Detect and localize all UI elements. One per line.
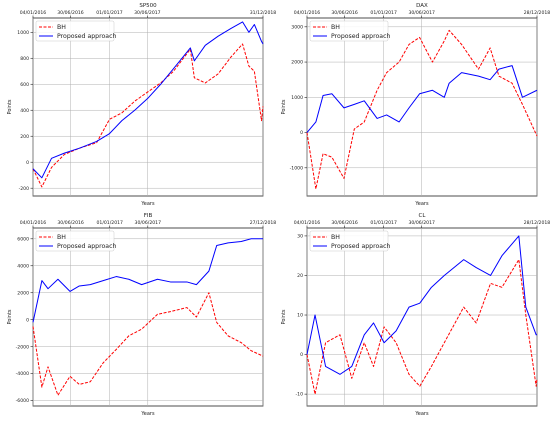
y-tick-label: -2000: [16, 344, 29, 350]
chart-title: FIB: [144, 213, 153, 219]
series-line-bh: [306, 29, 538, 190]
plot-frame: [32, 17, 264, 197]
x-tick-label: 01/01/2017: [370, 220, 397, 226]
legend: BH Proposed approach: [309, 230, 390, 252]
y-tick-label: 0: [300, 130, 303, 136]
legend-box: [309, 20, 389, 42]
legend-label: Proposed approach: [331, 243, 390, 250]
x-tick-label: 30/06/2016: [331, 220, 358, 226]
y-tick-label: 0: [300, 352, 303, 358]
legend-label: Proposed approach: [57, 243, 116, 250]
x-tick-label: 01/01/2017: [370, 10, 397, 16]
y-axis-label: Points: [281, 309, 287, 324]
legend: BH Proposed approach: [309, 20, 390, 42]
x-tick-label: 28/12/2018: [524, 220, 550, 226]
x-tick-label: 27/12/2018: [250, 220, 277, 226]
series-line-bh: [32, 292, 264, 396]
chart-cl: CL 04/01/2016 30/06/2016 01/01/2017 30/06/20…: [281, 213, 550, 417]
y-tick-label: 600: [20, 82, 29, 88]
y-tick-label: 200: [20, 134, 29, 140]
x-axis-label: Years: [140, 201, 155, 207]
legend-box: [35, 230, 115, 252]
chart-fib: FIB 04/01/2016 30/06/2016 01/01/2017 30/06/2…: [7, 213, 276, 417]
y-tick-label: 1000: [17, 30, 29, 36]
legend-label: BH: [331, 234, 340, 241]
x-tick-label: 28/12/2018: [524, 10, 550, 16]
y-tick-label: 30: [297, 234, 303, 240]
x-axis-label: Years: [414, 411, 429, 417]
legend-label: BH: [57, 234, 66, 241]
legend-label: BH: [331, 24, 340, 31]
x-tick-label: 30/06/2017: [408, 220, 435, 226]
series-line-bh: [32, 43, 264, 188]
y-tick-label: -4000: [16, 371, 29, 377]
y-axis-label: Points: [281, 99, 287, 114]
y-tick-label: 2000: [291, 60, 303, 66]
x-tick-label: 30/06/2016: [57, 220, 84, 226]
x-axis-label: Years: [140, 411, 155, 417]
x-axis-label: Years: [414, 201, 429, 207]
y-tick-label: 0: [26, 317, 29, 323]
x-tick-label: 30/06/2017: [135, 220, 162, 226]
series-line-proposed: [32, 21, 264, 179]
chart-title: SP500: [139, 3, 157, 9]
x-tick-label: 30/06/2017: [134, 10, 161, 16]
chart-title: DAX: [416, 3, 428, 9]
chart-dax: DAX 04/01/2016 30/06/2016 01/01/2017 30/06/2…: [281, 3, 550, 207]
x-tick-label: 30/06/2017: [408, 10, 435, 16]
y-tick-label: 400: [20, 108, 29, 114]
chart-title: CL: [419, 213, 427, 219]
x-tick-label: 01/01/2017: [96, 10, 123, 16]
y-tick-label: -1000: [290, 165, 303, 171]
y-tick-label: 2000: [17, 290, 29, 296]
y-axis-label: Points: [7, 99, 13, 114]
legend-box: [35, 20, 115, 42]
y-tick-label: -10: [295, 392, 303, 398]
series-line-proposed: [306, 65, 538, 133]
x-tick-label: 04/01/2016: [20, 220, 47, 226]
y-tick-label: -6000: [16, 398, 29, 404]
x-tick-label: 01/01/2017: [96, 220, 123, 226]
y-axis-label: Points: [7, 309, 13, 324]
plot-frame: [306, 17, 538, 197]
x-tick-label: 04/01/2016: [20, 10, 47, 16]
chart-sp500: SP500 04/01/2016 30/06/2016 01/01/2017 30/06…: [7, 3, 276, 207]
y-tick-label: 0: [26, 160, 29, 166]
series-line-proposed: [32, 238, 263, 323]
y-tick-label: 4000: [17, 263, 29, 269]
legend-box: [309, 230, 389, 252]
series-line-bh: [306, 259, 538, 395]
x-tick-label: 04/01/2016: [294, 10, 321, 16]
y-tick-label: 1000: [291, 95, 303, 101]
legend-label: Proposed approach: [57, 33, 116, 40]
x-tick-label: 04/01/2016: [294, 220, 321, 226]
y-tick-label: -200: [19, 186, 30, 192]
y-tick-label: 20: [297, 273, 303, 279]
legend: BH Proposed approach: [35, 230, 116, 252]
x-tick-label: 30/06/2016: [57, 10, 84, 16]
y-tick-label: 3000: [291, 24, 303, 30]
x-tick-label: 31/12/2018: [250, 10, 277, 16]
legend: BH Proposed approach: [35, 20, 116, 42]
legend-label: BH: [57, 24, 66, 31]
series-line-proposed: [306, 235, 537, 375]
y-tick-label: 800: [20, 56, 29, 62]
y-tick-label: 10: [297, 313, 303, 319]
x-tick-label: 30/06/2016: [331, 10, 358, 16]
y-tick-label: 6000: [17, 236, 29, 242]
legend-label: Proposed approach: [331, 33, 390, 40]
